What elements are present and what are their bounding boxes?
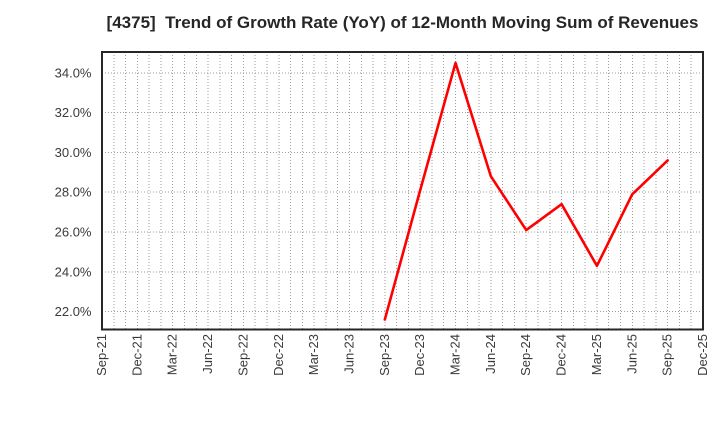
x-tick-label: Mar-25 bbox=[589, 334, 604, 375]
y-tick-label: 28.0% bbox=[55, 185, 92, 200]
x-tick-label: Mar-24 bbox=[448, 334, 463, 375]
x-tick-label: Sep-22 bbox=[235, 334, 250, 376]
x-tick-label: Sep-25 bbox=[660, 334, 675, 376]
x-tick-label: Dec-23 bbox=[412, 334, 427, 376]
x-tick-label: Dec-25 bbox=[695, 334, 710, 376]
x-tick-label: Sep-23 bbox=[377, 334, 392, 376]
x-tick-label: Mar-22 bbox=[165, 334, 180, 375]
y-tick-label: 34.0% bbox=[55, 65, 92, 80]
series-line bbox=[383, 61, 669, 321]
chart-title: [4375] Trend of Growth Rate (YoY) of 12-… bbox=[106, 13, 699, 32]
x-tick-label: Jun-22 bbox=[200, 334, 215, 374]
x-tick-label: Jun-25 bbox=[624, 334, 639, 374]
x-tick-label: Dec-22 bbox=[271, 334, 286, 376]
x-tick-label: Dec-24 bbox=[554, 334, 569, 376]
x-tick-label: Mar-23 bbox=[306, 334, 321, 375]
y-tick-label: 22.0% bbox=[55, 304, 92, 319]
y-tick-label: 26.0% bbox=[55, 225, 92, 240]
x-tick-label: Jun-24 bbox=[483, 334, 498, 374]
plot-frame bbox=[101, 51, 704, 331]
y-tick-label: 24.0% bbox=[55, 264, 92, 279]
x-tick-label: Dec-21 bbox=[129, 334, 144, 376]
x-tick-label: Jun-23 bbox=[341, 334, 356, 374]
x-tick-label: Sep-24 bbox=[518, 334, 533, 376]
y-tick-label: 32.0% bbox=[55, 105, 92, 120]
x-tick-label: Sep-21 bbox=[94, 334, 109, 376]
y-tick-label: 30.0% bbox=[55, 145, 92, 160]
